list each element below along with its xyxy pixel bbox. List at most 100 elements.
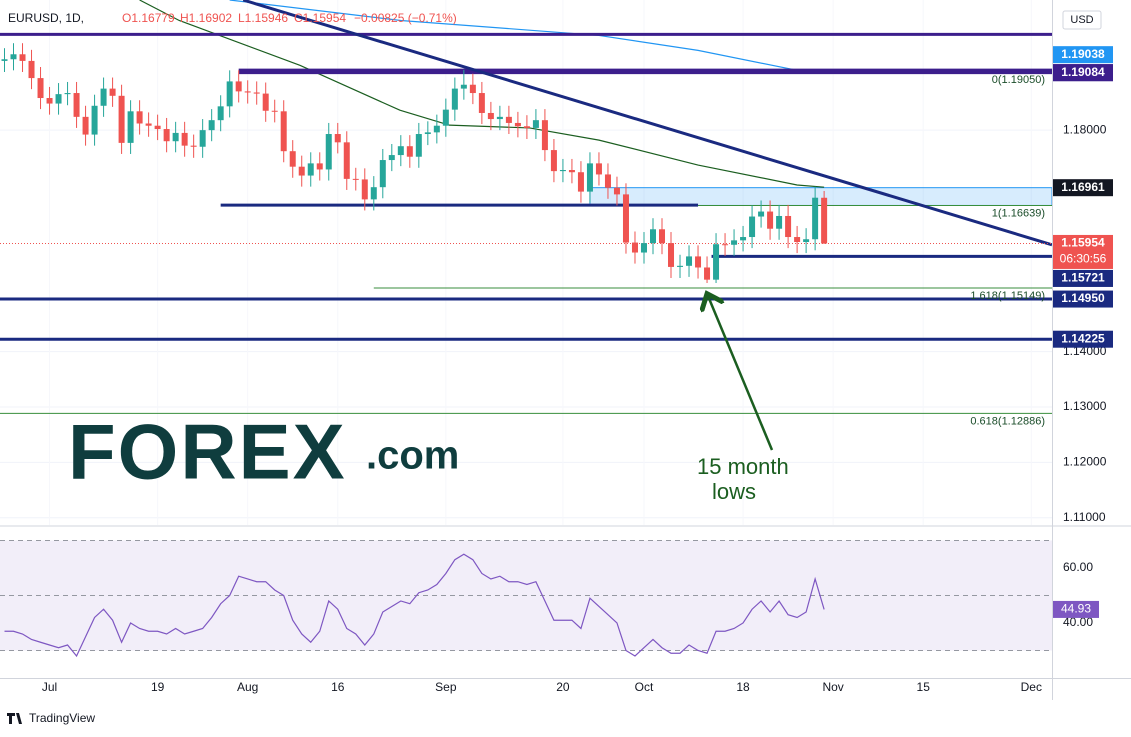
- annotation-text: 15 month: [697, 454, 789, 479]
- fib-label: 0.618(1.12886): [970, 415, 1045, 427]
- candle-body: [758, 211, 765, 217]
- price-pane: [0, 0, 1052, 519]
- candle-body: [595, 163, 602, 175]
- candle-body: [794, 237, 801, 243]
- y-tick-label: 1.11000: [1063, 510, 1106, 524]
- price-badge: [1053, 179, 1113, 197]
- moving-average: [139, 0, 825, 188]
- candle-body: [577, 172, 584, 192]
- candle-body: [649, 229, 656, 244]
- ohlc-change: −0.00825 (−0.71%): [354, 11, 457, 25]
- candle-body: [28, 60, 35, 79]
- candle-body: [19, 54, 26, 61]
- ohlc-high: H1.16902: [180, 11, 232, 25]
- candle-body: [749, 216, 756, 238]
- x-tick-label: Nov: [822, 680, 843, 694]
- candle-body: [289, 151, 296, 167]
- candle-body: [307, 163, 314, 176]
- rsi-badge: [1053, 600, 1099, 618]
- price-badge-label: 1.15721: [1061, 271, 1105, 285]
- ohlc-low: L1.15946: [238, 11, 288, 25]
- x-tick-label: Aug: [237, 680, 258, 694]
- candle-body: [442, 109, 449, 126]
- candle-body: [109, 88, 116, 96]
- candle-body: [37, 78, 44, 99]
- candle-body: [10, 54, 17, 60]
- footer-text: TradingView: [29, 711, 95, 725]
- logo-suffix: .com: [366, 434, 459, 478]
- candle-body: [695, 256, 702, 268]
- candle-body: [604, 174, 611, 188]
- candle-body: [496, 116, 503, 120]
- candle-body: [659, 229, 666, 244]
- candle-body: [803, 239, 810, 243]
- rsi-badge-label: 44.93: [1061, 602, 1091, 616]
- candle-body: [100, 88, 107, 106]
- x-tick-label: Oct: [635, 680, 654, 694]
- zone: [589, 187, 1052, 206]
- candle-body: [46, 98, 53, 104]
- candle-body: [478, 93, 485, 113]
- x-tick-label: 19: [151, 680, 165, 694]
- candle-body: [767, 211, 774, 229]
- candle-body: [82, 116, 89, 135]
- candle-body: [640, 243, 647, 253]
- price-badge: [1053, 330, 1113, 348]
- candle-body: [613, 187, 620, 195]
- candle-body: [262, 93, 269, 111]
- candle-body: [433, 125, 440, 133]
- candle-body: [343, 142, 350, 179]
- candle-body: [731, 240, 738, 245]
- footer-icon: [7, 713, 22, 724]
- candle-body: [397, 146, 404, 156]
- candle-body: [406, 146, 413, 157]
- candle-body: [776, 215, 783, 229]
- candle-body: [325, 134, 332, 170]
- ohlc-close: C1.15954: [294, 11, 346, 25]
- candle-body: [568, 170, 575, 173]
- annotation-arrow: [708, 296, 774, 451]
- fib-label: 0(1.19050): [992, 74, 1045, 86]
- price-badge-label: 1.14225: [1061, 331, 1105, 345]
- price-badge: [1053, 290, 1113, 308]
- x-tick-label: Sep: [435, 680, 457, 694]
- rsi-tick-label: 40.00: [1063, 615, 1093, 629]
- y-tick-label: 1.12000: [1063, 455, 1107, 469]
- price-badge-label: 1.19038: [1061, 47, 1105, 61]
- candle-body: [208, 120, 215, 131]
- candle-body: [190, 145, 197, 147]
- logo: FOREX .com: [68, 408, 459, 496]
- candle-body: [460, 84, 467, 89]
- candle-body: [586, 163, 593, 192]
- candle-body: [181, 132, 188, 146]
- x-tick-label: Dec: [1021, 680, 1042, 694]
- candle-body: [541, 120, 548, 151]
- rsi-tick-label: 60.00: [1063, 560, 1093, 574]
- x-tick-label: 18: [736, 680, 750, 694]
- fib-label: 1(1.16639): [992, 207, 1045, 219]
- candle-body: [514, 122, 521, 127]
- candle-body: [812, 197, 819, 240]
- footer: TradingView: [7, 711, 95, 725]
- rsi-pane: [0, 539, 1052, 658]
- header: EURUSD, 1D, O1.16779 H1.16902 L1.15946 C…: [8, 11, 457, 25]
- x-tick-label: 16: [331, 680, 345, 694]
- candle-body: [145, 123, 152, 126]
- candle-body: [415, 134, 422, 157]
- candle-body: [821, 197, 828, 244]
- candle-body: [244, 91, 251, 93]
- candle-body: [379, 160, 386, 188]
- x-tick-label: Jul: [42, 680, 57, 694]
- candle-body: [352, 178, 359, 180]
- price-badge-label: 1.14950: [1061, 291, 1105, 305]
- currency-label: USD: [1070, 14, 1093, 26]
- candle-body: [722, 244, 729, 246]
- candle-body: [388, 155, 395, 161]
- x-tick-label: 15: [917, 680, 931, 694]
- candle-body: [127, 111, 134, 143]
- candle-body: [253, 92, 260, 94]
- candle-body: [118, 95, 125, 143]
- candle-body: [73, 93, 80, 117]
